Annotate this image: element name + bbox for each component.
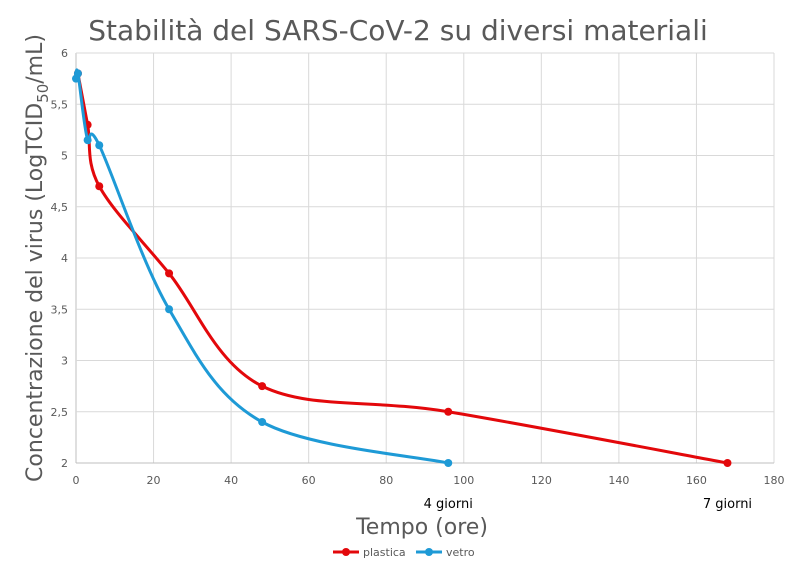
legend-item-vetro: vetro [416, 546, 475, 559]
series-lines [72, 68, 732, 467]
legend-marker [425, 548, 433, 556]
series-vetro [72, 68, 453, 467]
series-line-plastica [76, 73, 728, 465]
legend: plastica vetro [333, 546, 475, 559]
data-point-vetro [444, 459, 453, 467]
y-tick-label: 2 [61, 457, 68, 470]
data-point-plastica [95, 182, 104, 191]
x-tick-labels: 0 20 40 60 80 100 120 140 160 180 [73, 474, 785, 487]
data-point-vetro [258, 418, 267, 426]
x-tick-label: 60 [302, 474, 316, 487]
x-axis-title: Tempo (ore) [355, 515, 488, 540]
y-tick-label: 3,5 [51, 303, 69, 316]
legend-label: vetro [446, 546, 475, 559]
x-tick-label: 180 [764, 474, 785, 487]
data-point-plastica [444, 407, 453, 416]
data-point-plastica [165, 269, 174, 278]
y-axis-title-main: Concentrazione del virus (LogTCID [23, 103, 48, 482]
grid [75, 52, 775, 464]
data-point-vetro [73, 69, 82, 78]
data-point-vetro [83, 136, 92, 145]
data-point-plastica [258, 382, 267, 391]
x-tick-label: 100 [453, 474, 474, 487]
y-tick-label: 4 [61, 252, 68, 265]
data-point-plastica [723, 459, 732, 467]
annotation-label: 7 giorni [703, 497, 752, 512]
x-tick-label: 80 [379, 474, 393, 487]
annotations: 4 giorni 7 giorni [424, 497, 752, 512]
legend-marker [342, 548, 350, 556]
y-axis-title: Concentrazione del virus (LogTCID50/mL) [23, 34, 52, 482]
y-tick-labels: 2 2,5 3 3,5 4 4,5 5 5,5 6 [51, 47, 69, 470]
series-plastica [73, 69, 732, 467]
chart-title: Stabilità del SARS-CoV-2 su diversi mate… [88, 14, 708, 47]
y-tick-label: 2,5 [51, 406, 69, 419]
x-tick-label: 160 [686, 474, 707, 487]
legend-label: plastica [363, 546, 406, 559]
y-axis-title-subscript: 50 [34, 84, 52, 103]
y-tick-label: 6 [61, 47, 68, 60]
series-line-vetro [74, 68, 449, 465]
x-tick-label: 140 [608, 474, 629, 487]
annotation-label: 4 giorni [424, 497, 473, 512]
y-tick-label: 3 [61, 355, 68, 368]
y-tick-label: 5 [61, 150, 68, 163]
x-tick-label: 120 [531, 474, 552, 487]
x-tick-label: 20 [147, 474, 161, 487]
x-tick-label: 0 [73, 474, 80, 487]
legend-item-plastica: plastica [333, 546, 406, 559]
x-tick-label: 40 [224, 474, 238, 487]
y-axis-title-end: /mL) [23, 34, 48, 84]
data-point-vetro [95, 141, 104, 150]
y-tick-label: 5,5 [51, 98, 69, 111]
y-tick-label: 4,5 [51, 201, 69, 214]
data-point-vetro [165, 305, 174, 314]
